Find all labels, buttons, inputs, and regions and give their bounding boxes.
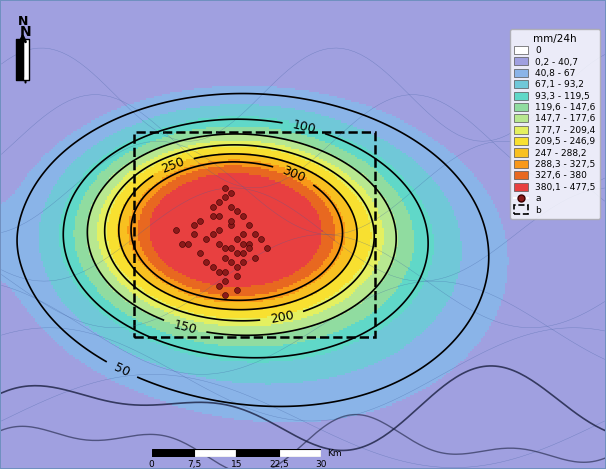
Point <box>196 250 205 257</box>
Point <box>190 221 199 229</box>
Text: Km: Km <box>327 448 341 458</box>
Point <box>220 184 230 192</box>
Point <box>262 245 271 252</box>
Point <box>238 240 247 248</box>
Point <box>196 217 205 224</box>
Text: 300: 300 <box>281 164 307 185</box>
Point <box>238 259 247 266</box>
Point <box>220 268 230 276</box>
Point <box>244 245 253 252</box>
Point <box>208 203 218 210</box>
Point <box>244 240 253 248</box>
Point <box>232 250 242 257</box>
Point <box>208 231 218 238</box>
Point <box>256 235 265 243</box>
Point <box>190 231 199 238</box>
Text: N: N <box>18 15 28 28</box>
Text: 7,5: 7,5 <box>187 460 201 469</box>
Point <box>214 268 224 276</box>
Text: 100: 100 <box>291 118 317 136</box>
Text: 0: 0 <box>148 460 155 469</box>
Point <box>220 254 230 262</box>
Point <box>226 259 236 266</box>
Text: 50: 50 <box>112 361 132 379</box>
Point <box>226 217 236 224</box>
Point <box>214 212 224 219</box>
Text: 200: 200 <box>269 309 295 325</box>
Point <box>202 235 211 243</box>
Text: 22,5: 22,5 <box>269 460 288 469</box>
Point <box>208 264 218 271</box>
Point <box>238 250 247 257</box>
Point <box>220 277 230 285</box>
Point <box>232 235 242 243</box>
Point <box>214 240 224 248</box>
Text: 250: 250 <box>159 155 187 176</box>
Point <box>208 212 218 219</box>
Point <box>244 221 253 229</box>
Point <box>226 221 236 229</box>
Bar <box>194 449 236 457</box>
Text: 30: 30 <box>316 460 327 469</box>
Text: 150: 150 <box>171 318 198 336</box>
Point <box>220 193 230 201</box>
Text: N: N <box>20 25 32 38</box>
Point <box>226 189 236 197</box>
Point <box>232 264 242 271</box>
Legend: 0, 0,2 - 40,7, 40,8 - 67, 67,1 - 93,2, 93,3 - 119,5, 119,6 - 147,6, 147,7 - 177,: 0, 0,2 - 40,7, 40,8 - 67, 67,1 - 93,2, 9… <box>510 29 600 219</box>
Bar <box>134 132 375 337</box>
Text: 15: 15 <box>231 460 242 469</box>
Point <box>232 207 242 215</box>
Point <box>238 212 247 219</box>
Point <box>226 245 236 252</box>
Point <box>214 226 224 234</box>
Bar <box>279 449 321 457</box>
Point <box>178 240 187 248</box>
Bar <box>236 449 279 457</box>
Point <box>214 198 224 205</box>
Point <box>232 287 242 294</box>
Point <box>238 231 247 238</box>
Point <box>250 254 259 262</box>
Point <box>220 291 230 299</box>
Point <box>220 245 230 252</box>
Point <box>184 240 193 248</box>
Point <box>171 226 181 234</box>
Point <box>250 231 259 238</box>
Point <box>214 282 224 289</box>
Point <box>232 272 242 280</box>
Point <box>226 203 236 210</box>
Bar <box>152 449 194 457</box>
Point <box>202 259 211 266</box>
